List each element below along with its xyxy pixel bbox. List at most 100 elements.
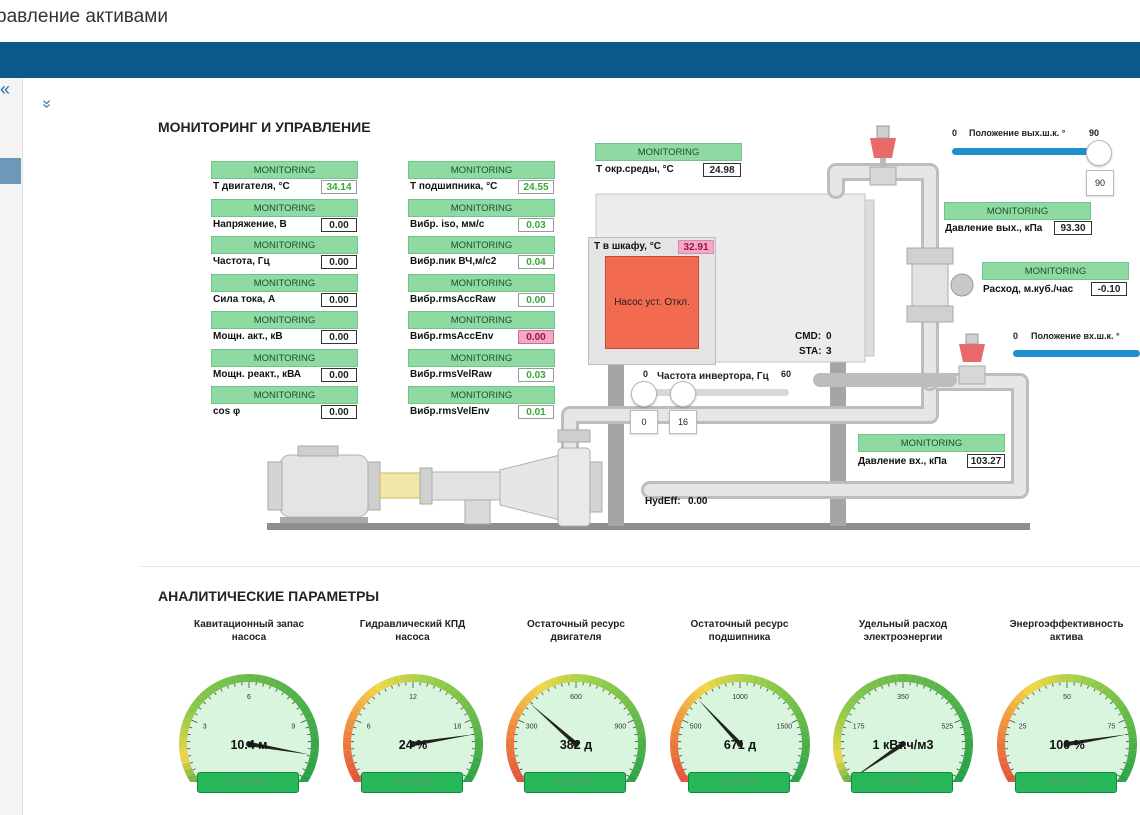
- monitor-head[interactable]: MONITORING: [408, 198, 555, 217]
- section-divider: [140, 566, 1140, 567]
- gauge-band-segment: [184, 711, 195, 721]
- gauge-status-badge[interactable]: НОРМА: [1014, 772, 1117, 793]
- monitor-value: 0.00: [321, 367, 357, 382]
- gauge-tick: [515, 755, 519, 757]
- gauge-band-segment: [725, 674, 734, 684]
- gauge-tick: [791, 719, 797, 723]
- monitor-head[interactable]: MONITORING: [408, 161, 555, 179]
- gauge-band-segment: [342, 737, 351, 744]
- gauge-band-segment: [555, 675, 564, 685]
- gauge-tick: [959, 726, 963, 729]
- ambient-monitor-head[interactable]: MONITORING: [595, 143, 742, 161]
- monitor-head[interactable]: MONITORING: [211, 236, 358, 254]
- monitor-head[interactable]: MONITORING: [211, 348, 358, 367]
- sidebar-item-active[interactable]: [0, 158, 21, 184]
- gauge-band-segment: [562, 674, 570, 684]
- gauge-band-segment: [543, 679, 553, 690]
- gauge-status-badge[interactable]: НОРМА: [197, 772, 299, 793]
- gauge-band-segment: [932, 682, 942, 693]
- inlet-valve-slider[interactable]: [1013, 350, 1140, 357]
- gauge-band-segment: [347, 767, 358, 777]
- gauge-band-segment: [418, 674, 427, 684]
- gauge-tick: [950, 707, 954, 710]
- gauge-band-segment: [801, 744, 810, 751]
- gauge-band-segment: [996, 730, 1006, 738]
- gauge-band-segment: [308, 723, 318, 732]
- gauge-band-segment: [1121, 767, 1132, 777]
- monitor-label: Вибр.пик ВЧ,м/с2: [410, 256, 497, 267]
- gauge-band-segment: [350, 773, 361, 782]
- gauge-tick: [1118, 719, 1124, 723]
- outlet-valve-thumb[interactable]: [1086, 140, 1112, 166]
- gauge-tick: [685, 713, 689, 716]
- cabinet-temp-value: 32.91: [678, 240, 714, 254]
- valve-icon: [958, 333, 986, 385]
- gauge-status-badge[interactable]: НОРМА: [851, 772, 953, 793]
- gauge-tick: [689, 707, 693, 710]
- monitor-value: 0.00: [321, 217, 357, 232]
- gauge-band-segment: [627, 705, 638, 715]
- gauge-band-segment: [461, 778, 470, 782]
- gauge-band-segment: [354, 699, 365, 710]
- gauge-status-badge[interactable]: НОРМА: [687, 772, 790, 793]
- gauge-band-segment: [1118, 773, 1129, 782]
- double-chevron-left-icon[interactable]: «: [0, 79, 11, 99]
- gauge-tick: [1016, 707, 1020, 710]
- monitor-head[interactable]: MONITORING: [408, 386, 555, 404]
- gauge-tick: [852, 707, 856, 710]
- gauge-band-segment: [514, 705, 525, 715]
- monitor-head[interactable]: MONITORING: [211, 311, 358, 329]
- monitor-head[interactable]: MONITORING: [211, 161, 358, 179]
- gauge-title-line2: электроэнергии: [863, 632, 943, 643]
- gauge-band-segment: [732, 674, 740, 683]
- monitor-label: Мощн. акт., кВ: [213, 331, 283, 342]
- gauge-band-segment: [373, 682, 384, 693]
- monitor-head[interactable]: MONITORING: [408, 348, 555, 367]
- pressure-out-monitor-head[interactable]: MONITORING: [944, 202, 1091, 220]
- gauge-band-segment: [342, 730, 352, 738]
- monitor-head[interactable]: MONITORING: [408, 311, 555, 329]
- gauge-status-badge[interactable]: НОРМА: [524, 772, 626, 793]
- gauge-band-segment: [283, 685, 294, 697]
- gauge-title-line2: двигателя: [550, 632, 602, 643]
- gauge-band-segment: [342, 744, 351, 751]
- outlet-valve-slider[interactable]: [952, 148, 1098, 155]
- monitor-head[interactable]: MONITORING: [211, 273, 358, 292]
- gauge-band-segment: [996, 737, 1005, 744]
- gauge-tick: [220, 688, 223, 692]
- gauge-band-segment: [610, 685, 621, 697]
- monitor-head[interactable]: MONITORING: [408, 236, 555, 254]
- inverter-high-thumb[interactable]: [670, 381, 697, 407]
- inverter-low-thumb[interactable]: [631, 381, 657, 407]
- gauge-band-segment: [681, 699, 692, 710]
- inverter-slider[interactable]: [643, 389, 789, 396]
- gauge-band-segment: [347, 711, 358, 721]
- gauge-tick: [1113, 707, 1117, 710]
- gauge-tick: [397, 683, 400, 687]
- pump-state-indicator[interactable]: Насос уст. Откл.: [605, 256, 699, 349]
- monitor-head[interactable]: MONITORING: [211, 386, 358, 404]
- double-chevron-down-icon[interactable]: »: [38, 99, 56, 109]
- gauge-band-segment: [368, 685, 379, 697]
- gauge-tick: [1007, 761, 1011, 764]
- monitor-head[interactable]: MONITORING: [408, 273, 555, 292]
- gauge-tick-label: 25: [1018, 724, 1026, 731]
- gauge-band-segment: [582, 674, 590, 684]
- gauge-band-segment: [1114, 699, 1125, 710]
- gauge-tick: [1025, 696, 1029, 700]
- monitor-head[interactable]: MONITORING: [211, 198, 358, 217]
- gauge-band-segment: [751, 675, 760, 685]
- gauge-band-segment: [467, 711, 478, 721]
- gauge-band-segment: [619, 694, 631, 705]
- pump-icon: [431, 429, 603, 527]
- pressure-in-monitor-head[interactable]: MONITORING: [858, 434, 1005, 452]
- gauge-tick: [547, 688, 550, 692]
- gauge-band-segment: [889, 674, 897, 684]
- gauge-tick: [516, 726, 520, 729]
- flow-monitor-head[interactable]: MONITORING: [982, 262, 1129, 280]
- gauge-tick: [1104, 696, 1108, 700]
- gauge-status-badge[interactable]: НОРМА: [360, 772, 463, 793]
- gauge-tick: [305, 726, 309, 729]
- gauge-tick: [208, 696, 211, 700]
- inverter-max: 60: [781, 369, 792, 379]
